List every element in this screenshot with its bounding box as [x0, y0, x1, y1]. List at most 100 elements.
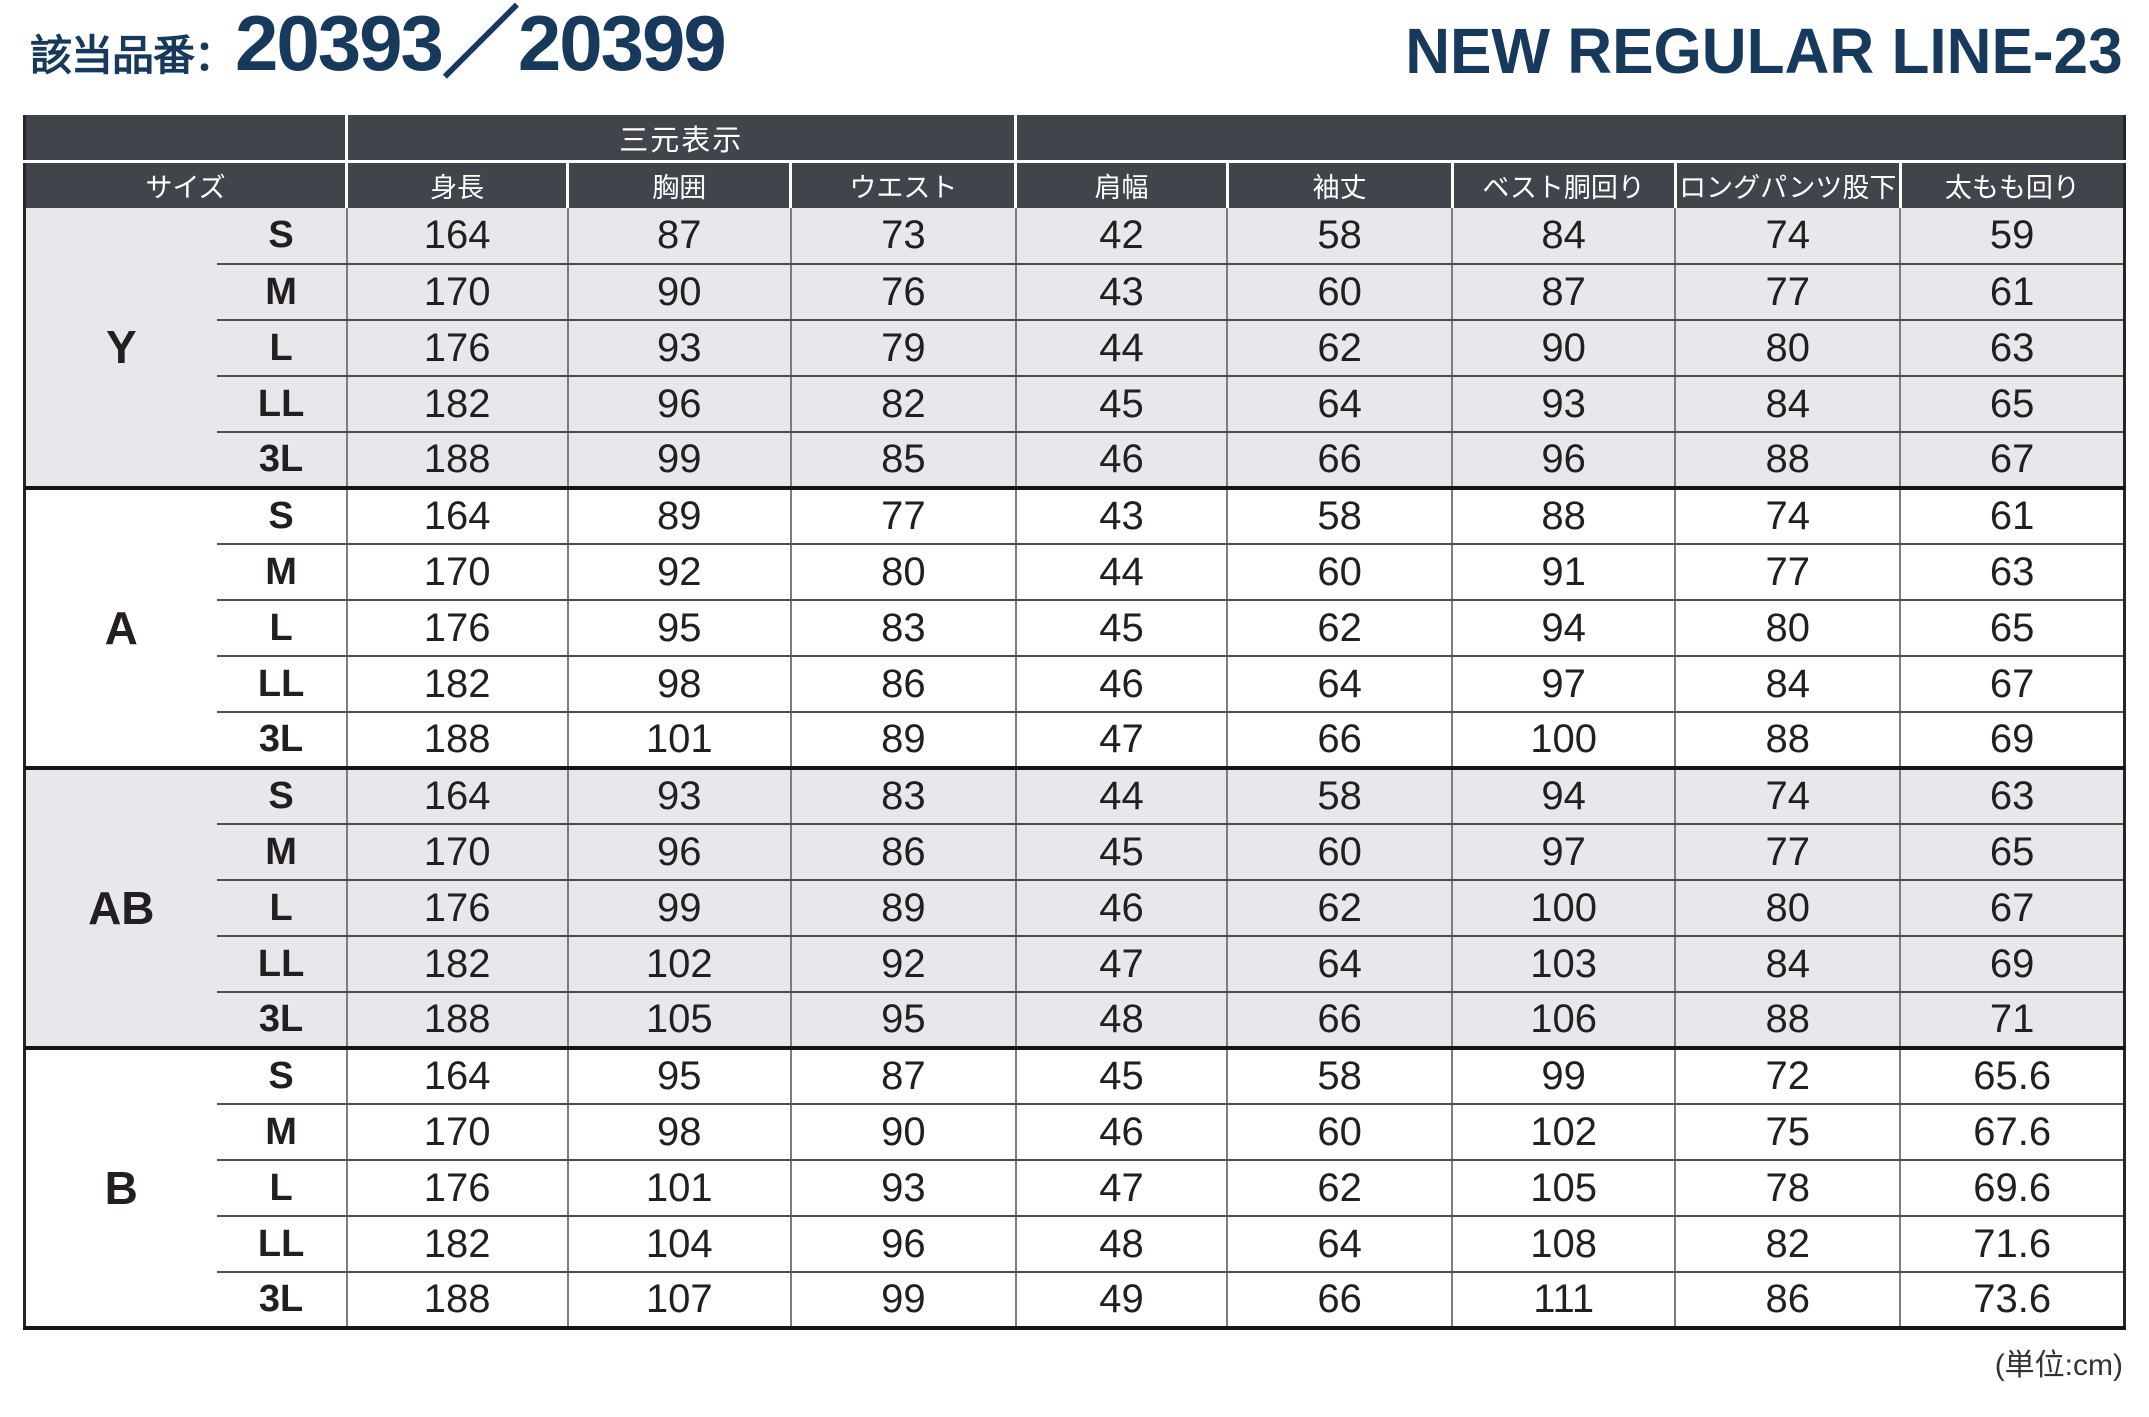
measurement-value: 164 [345, 1048, 568, 1105]
col-header-height: 身長 [345, 161, 568, 208]
measurement-value: 188 [345, 712, 568, 770]
measurement-value: 170 [345, 544, 568, 601]
measurement-value: 176 [345, 1160, 568, 1217]
measurement-value: 88 [1674, 992, 1901, 1050]
measurement-value: 62 [1226, 880, 1453, 937]
measurement-value: 67 [1899, 880, 2125, 937]
measurement-value: 69 [1899, 712, 2125, 770]
measurement-value: 90 [789, 1104, 1016, 1161]
measurement-value: 75 [1674, 1104, 1901, 1161]
table-row: Y S 164 87 73 42 58 84 74 59 [24, 208, 2125, 490]
measurement-value: 66 [1226, 432, 1453, 490]
measurement-value: 66 [1226, 1272, 1453, 1330]
measurement-value: 85 [789, 432, 1016, 490]
measurement-value: 69 [1899, 936, 2125, 993]
span-header-cell: 三元表示 [345, 115, 1016, 163]
measurement-value: 88 [1674, 432, 1901, 490]
size-table-body: Y S 164 87 73 42 58 84 74 59 M 170 90 76 43 60 87 77 61 L 17… [24, 208, 2125, 1330]
unit-note: (単位:cm) [1994, 1349, 2123, 1382]
measurement-value: 103 [1451, 936, 1676, 993]
table-row: L 176 95 83 45 62 94 80 65 [25, 600, 2125, 657]
measurement-value: 45 [1014, 376, 1228, 433]
measurement-value: 67.6 [1899, 1104, 2125, 1161]
measurement-value: 90 [1451, 320, 1676, 377]
measurement-value: 111 [1451, 1272, 1676, 1330]
measurement-value: 74 [1674, 768, 1901, 825]
table-row: LL 182 98 86 46 64 97 84 67 [25, 656, 2125, 713]
measurement-value: 44 [1014, 768, 1228, 825]
measurement-value: 45 [1014, 1048, 1228, 1105]
measurement-value: 60 [1226, 1104, 1453, 1161]
measurement-value: 93 [566, 320, 791, 377]
size-label: S [216, 488, 347, 545]
measurement-value: 84 [1674, 656, 1901, 713]
measurement-value: 74 [1674, 208, 1901, 265]
measurement-value: 99 [1451, 1048, 1676, 1105]
span-header-row: 三元表示 [24, 115, 2125, 163]
measurement-value: 170 [345, 824, 568, 881]
measurement-value: 164 [345, 768, 568, 825]
product-numbers: 20393／20399 [235, 0, 727, 87]
table-row: LL 182 96 82 45 64 93 84 65 [25, 376, 2125, 433]
size-label: M [216, 824, 347, 881]
measurement-value: 105 [566, 992, 791, 1050]
measurement-value: 105 [1451, 1160, 1676, 1217]
size-label: L [216, 880, 347, 937]
table-row: AB S 164 93 83 44 58 94 74 63 [24, 768, 2125, 1050]
size-label: 3L [216, 1272, 347, 1330]
header-blank-right [1014, 115, 2125, 163]
measurement-value: 77 [1674, 264, 1901, 321]
size-label: M [216, 544, 347, 601]
measurement-value: 73 [789, 208, 1016, 265]
title-bar: 該当品番： 20393／20399 [30, 0, 727, 110]
size-spec-table: 三元表示 サイズ 身長 胸囲 ウエスト 肩幅 袖丈 ベスト胴回り ロングパンツ股… [23, 115, 2126, 1330]
measurement-value: 92 [789, 936, 1016, 993]
measurement-value: 107 [566, 1272, 791, 1330]
measurement-value: 84 [1451, 208, 1676, 265]
measurement-value: 164 [345, 208, 568, 265]
measurement-value: 86 [789, 656, 1016, 713]
measurement-value: 65 [1899, 376, 2125, 433]
measurement-value: 42 [1014, 208, 1228, 265]
measurement-value: 101 [566, 1160, 791, 1217]
table-row: LL 182 102 92 47 64 103 84 69 [25, 936, 2125, 993]
size-label: 3L [216, 712, 347, 770]
measurement-value: 58 [1226, 208, 1453, 265]
measurement-value: 46 [1014, 432, 1228, 490]
measurement-value: 76 [789, 264, 1016, 321]
measurement-value: 67 [1899, 656, 2125, 713]
measurement-value: 44 [1014, 320, 1228, 377]
measurement-value: 64 [1226, 656, 1453, 713]
measurement-value: 92 [566, 544, 791, 601]
table-row: B S 164 95 87 45 58 99 72 65.6 [24, 1048, 2125, 1330]
size-group-label: B [24, 1048, 217, 1330]
measurement-value: 99 [789, 1272, 1016, 1330]
size-label: LL [216, 1216, 347, 1273]
measurement-value: 93 [1451, 376, 1676, 433]
size-group-label: Y [24, 208, 217, 490]
measurement-value: 108 [1451, 1216, 1676, 1273]
measurement-value: 80 [789, 544, 1016, 601]
measurement-value: 99 [566, 880, 791, 937]
measurement-value: 100 [1451, 880, 1676, 937]
measurement-value: 106 [1451, 992, 1676, 1050]
size-label: S [216, 1048, 347, 1105]
measurement-value: 43 [1014, 264, 1228, 321]
measurement-value: 101 [566, 712, 791, 770]
size-label: LL [216, 656, 347, 713]
measurement-value: 47 [1014, 936, 1228, 993]
measurement-value: 182 [345, 376, 568, 433]
measurement-value: 182 [345, 656, 568, 713]
measurement-value: 48 [1014, 1216, 1228, 1273]
measurement-value: 93 [789, 1160, 1016, 1217]
col-header-pants-inseam: ロングパンツ股下 [1673, 161, 1901, 208]
measurement-value: 84 [1674, 936, 1901, 993]
table-row: 3L 188 105 95 48 66 106 88 71 [25, 992, 2125, 1050]
measurement-value: 69.6 [1899, 1160, 2125, 1217]
measurement-value: 63 [1899, 768, 2125, 825]
size-label: S [216, 768, 347, 825]
table-row: 3L 188 101 89 47 66 100 88 69 [25, 712, 2125, 770]
measurement-value: 62 [1226, 320, 1453, 377]
measurement-value: 182 [345, 936, 568, 993]
